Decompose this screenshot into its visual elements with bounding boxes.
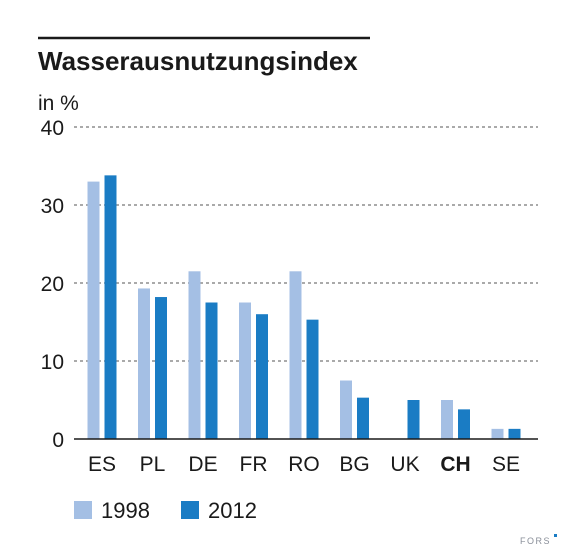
y-tick-label: 40 [41, 117, 64, 140]
bar-1998-SE [491, 428, 504, 439]
x-tick-label: UK [390, 453, 419, 476]
bar-2012-FR [256, 314, 268, 439]
legend-label-2012: 2012 [208, 498, 257, 523]
bar-1998-CH [441, 400, 453, 439]
bar-2012-PL [155, 297, 167, 439]
bar-1998-BG [340, 380, 352, 439]
x-tick-label: SE [492, 453, 520, 476]
bar-1998-ES [87, 181, 100, 439]
bar-1998-DE [188, 271, 201, 439]
x-tick-label: ES [88, 453, 116, 476]
y-tick-label: 10 [41, 351, 64, 374]
credit-logo: FORS [520, 536, 551, 546]
bar-2012-BG [357, 397, 369, 439]
legend-swatch-1998 [74, 501, 92, 519]
bar-2012-SE [508, 428, 521, 439]
bars [87, 175, 521, 440]
y-axis-unit-label: in % [38, 92, 79, 115]
bar-1998-PL [138, 288, 150, 439]
y-tick-label: 20 [41, 273, 64, 296]
chart-title: Wasserausnutzungsindex [38, 46, 358, 76]
x-tick-label: FR [240, 453, 268, 476]
y-tick-label: 0 [52, 429, 64, 452]
x-tick-label: DE [188, 453, 217, 476]
x-tick-label: CH [440, 453, 470, 476]
y-tick-label: 30 [41, 195, 64, 218]
gridlines [74, 126, 538, 362]
bar-2012-UK [407, 400, 420, 439]
x-tick-label: BG [339, 453, 369, 476]
bar-2012-CH [458, 409, 470, 439]
legend-label-1998: 1998 [101, 498, 150, 523]
bar-2012-RO [306, 319, 319, 439]
x-tick-label: PL [140, 453, 166, 476]
x-tick-label: RO [288, 453, 320, 476]
y-axis-ticks: 0 10 20 30 40 [41, 117, 64, 452]
legend-swatch-2012 [181, 501, 199, 519]
bar-1998-FR [239, 302, 251, 439]
x-axis-ticks: ES PL DE FR RO BG UK CH SE [88, 453, 520, 476]
credit-logo-mark [554, 534, 557, 537]
bar-2012-DE [205, 302, 218, 439]
legend: 1998 2012 [74, 498, 257, 523]
bar-1998-RO [289, 271, 302, 439]
bar-2012-ES [104, 175, 117, 440]
